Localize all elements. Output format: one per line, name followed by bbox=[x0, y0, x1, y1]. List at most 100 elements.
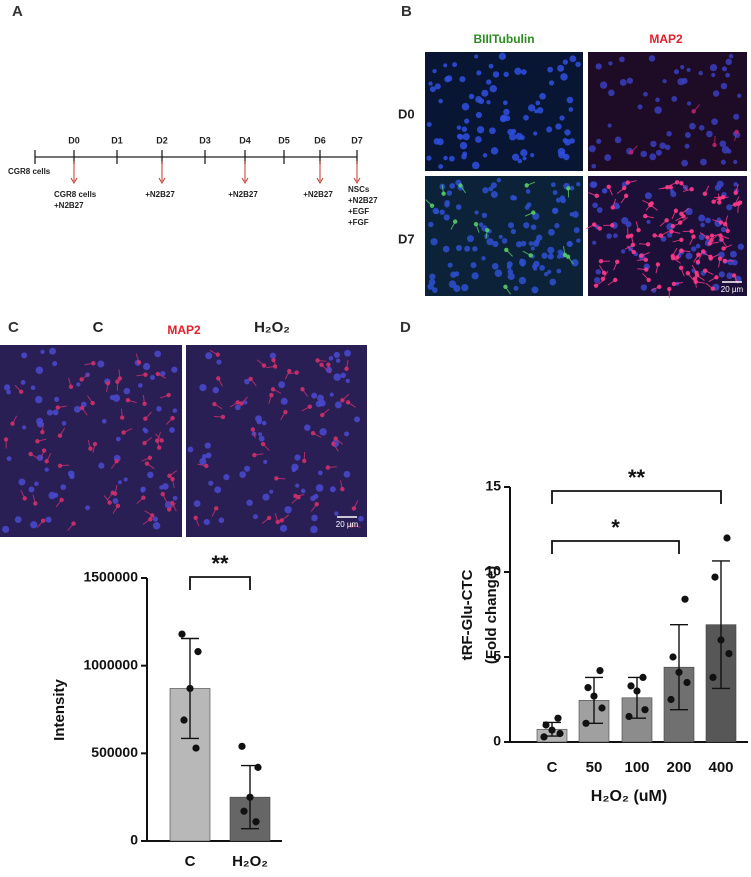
cell-body bbox=[693, 279, 698, 285]
nucleus bbox=[61, 421, 67, 426]
cell-body bbox=[71, 521, 76, 526]
cell-body bbox=[315, 358, 320, 363]
data-point bbox=[252, 818, 260, 826]
nucleus bbox=[169, 427, 175, 433]
cell-body bbox=[678, 220, 683, 225]
cell-body bbox=[156, 445, 162, 450]
cell-body bbox=[166, 392, 171, 398]
y-axis-label: Intensity bbox=[51, 679, 68, 741]
nucleus bbox=[523, 222, 530, 229]
day-label: D4 bbox=[239, 135, 251, 145]
arrow-head bbox=[316, 177, 324, 184]
micrograph-bg bbox=[0, 345, 182, 537]
nucleus bbox=[523, 114, 529, 121]
data-point bbox=[178, 630, 186, 638]
nucleus bbox=[496, 177, 502, 183]
nucleus bbox=[555, 197, 561, 203]
cell-body bbox=[143, 416, 148, 421]
cell-body bbox=[320, 412, 325, 418]
cell-body bbox=[239, 401, 244, 406]
step-label: +EGF bbox=[348, 207, 369, 216]
cell-body bbox=[629, 150, 634, 155]
cell-body bbox=[528, 253, 533, 258]
cell-body bbox=[293, 493, 298, 499]
nucleus bbox=[478, 98, 485, 105]
nucleus bbox=[35, 366, 44, 374]
nucleus bbox=[685, 252, 693, 260]
cell-body bbox=[710, 286, 715, 291]
cell-body bbox=[28, 451, 33, 457]
nucleus bbox=[101, 418, 107, 424]
nucleus bbox=[426, 122, 432, 127]
nucleus bbox=[471, 272, 479, 280]
nucleus bbox=[486, 238, 494, 246]
nucleus bbox=[547, 66, 554, 73]
cell-body bbox=[319, 362, 324, 367]
cell-body bbox=[673, 208, 679, 213]
nucleus bbox=[280, 397, 288, 405]
cell-body bbox=[345, 400, 351, 405]
cell-body bbox=[700, 249, 706, 254]
nucleus bbox=[34, 481, 39, 486]
cell-body bbox=[344, 366, 349, 372]
nucleus bbox=[159, 485, 164, 490]
cell-body bbox=[625, 180, 630, 185]
nucleus bbox=[328, 355, 334, 361]
nucleus bbox=[522, 156, 527, 161]
cell-body bbox=[667, 286, 672, 292]
y-tick-label: 1500000 bbox=[83, 569, 138, 585]
nucleus bbox=[344, 349, 351, 357]
nucleus bbox=[613, 233, 618, 239]
nucleus bbox=[686, 67, 691, 73]
cell-body bbox=[668, 185, 673, 190]
cell-body bbox=[718, 220, 724, 225]
step-label: +N2B27 bbox=[145, 190, 175, 199]
cell-body bbox=[691, 234, 696, 239]
data-point bbox=[709, 673, 717, 682]
nucleus bbox=[643, 91, 648, 97]
nucleus bbox=[514, 67, 522, 75]
nucleus bbox=[315, 400, 323, 408]
nucleus bbox=[123, 387, 131, 395]
nucleus bbox=[664, 144, 671, 151]
nucleus bbox=[511, 153, 520, 161]
cell-body bbox=[597, 226, 602, 231]
nucleus bbox=[733, 159, 738, 165]
nucleus bbox=[510, 228, 517, 235]
cell-body bbox=[731, 273, 737, 278]
cell-body bbox=[314, 501, 319, 507]
cell-body bbox=[645, 242, 651, 247]
nucleus bbox=[466, 235, 474, 243]
nucleus bbox=[520, 262, 525, 267]
data-point bbox=[192, 744, 200, 752]
nucleus bbox=[429, 86, 436, 93]
nucleus bbox=[204, 442, 211, 449]
nucleus bbox=[223, 474, 230, 481]
nucleus bbox=[662, 79, 667, 84]
nucleus bbox=[115, 436, 121, 442]
cell-body bbox=[340, 486, 345, 492]
cell-body bbox=[689, 187, 694, 192]
data-point bbox=[598, 704, 606, 712]
cell-body bbox=[79, 405, 85, 411]
nucleus bbox=[737, 243, 744, 250]
step-label: +N2B27 bbox=[303, 190, 333, 199]
cell-body bbox=[718, 233, 723, 238]
nucleus bbox=[685, 207, 693, 216]
data-point bbox=[582, 719, 590, 727]
significance-bracket bbox=[551, 490, 722, 504]
cell-body bbox=[674, 180, 680, 185]
cell-body bbox=[615, 259, 620, 265]
cell-body bbox=[114, 459, 119, 464]
nucleus bbox=[646, 219, 651, 224]
nucleus bbox=[604, 154, 612, 162]
cell-body bbox=[141, 495, 146, 500]
timeline-start: CGR8 cells bbox=[8, 167, 51, 176]
nucleus bbox=[530, 224, 537, 230]
data-point bbox=[667, 695, 675, 704]
cell-body bbox=[719, 237, 724, 242]
nucleus bbox=[444, 202, 450, 208]
nucleus bbox=[547, 228, 555, 236]
cell-body bbox=[10, 421, 15, 426]
nucleus bbox=[239, 471, 247, 478]
